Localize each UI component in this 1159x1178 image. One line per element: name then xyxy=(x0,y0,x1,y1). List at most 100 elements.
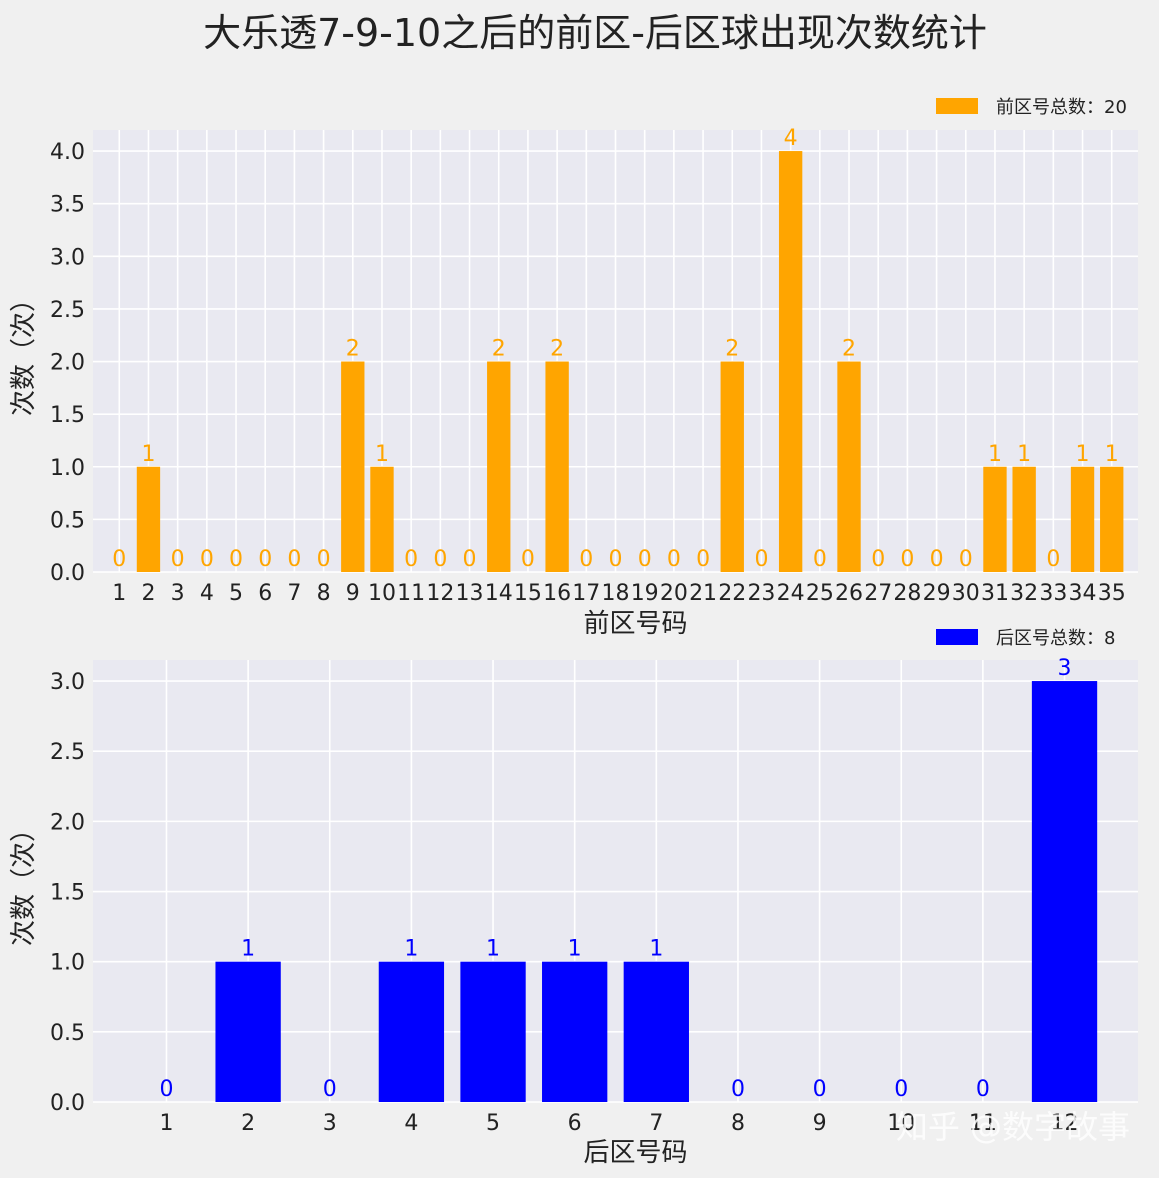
bar-value-label: 1 xyxy=(141,442,155,467)
x-tick-label: 10 xyxy=(887,1111,915,1136)
y-tick-label: 3.5 xyxy=(50,193,85,218)
y-tick-label: 3.0 xyxy=(50,670,85,695)
bar-value-label: 2 xyxy=(550,337,564,362)
bar xyxy=(837,361,861,572)
legend-swatch xyxy=(936,629,978,645)
legend-swatch xyxy=(936,98,978,114)
x-tick-label: 1 xyxy=(159,1111,173,1136)
bar xyxy=(378,961,445,1102)
bar xyxy=(778,151,803,573)
bar-value-label: 0 xyxy=(754,547,768,572)
back-zone-chart: 0.00.51.01.52.02.53.00112031415161708090… xyxy=(9,628,1138,1168)
y-tick-label: 0.5 xyxy=(50,1021,85,1046)
x-tick-label: 8 xyxy=(317,581,331,606)
x-tick-label: 28 xyxy=(893,581,921,606)
bar-value-label: 2 xyxy=(492,337,506,362)
bar-value-label: 0 xyxy=(404,547,418,572)
x-tick-label: 7 xyxy=(287,581,301,606)
x-tick-label: 6 xyxy=(568,1111,582,1136)
bar xyxy=(1100,466,1124,572)
x-tick-label: 12 xyxy=(426,581,454,606)
y-tick-label: 2.5 xyxy=(50,298,85,323)
x-tick-label: 4 xyxy=(404,1111,418,1136)
bar-value-label: 0 xyxy=(696,547,710,572)
bar-value-label: 0 xyxy=(159,1077,173,1102)
bar xyxy=(460,961,526,1102)
x-tick-label: 31 xyxy=(981,581,1009,606)
y-tick-label: 1.5 xyxy=(50,881,85,906)
bar-value-label: 3 xyxy=(1058,656,1072,681)
x-tick-label: 4 xyxy=(200,581,214,606)
bar-value-label: 0 xyxy=(323,1077,337,1102)
bar-value-label: 1 xyxy=(988,442,1002,467)
bar-value-label: 1 xyxy=(404,937,418,962)
bar-value-label: 0 xyxy=(200,547,214,572)
x-tick-label: 3 xyxy=(171,581,185,606)
x-tick-label: 29 xyxy=(923,581,951,606)
bar xyxy=(487,361,511,572)
bar-value-label: 0 xyxy=(813,1077,827,1102)
bar-value-label: 1 xyxy=(486,937,500,962)
bar-value-label: 0 xyxy=(317,547,331,572)
bar-value-label: 0 xyxy=(900,547,914,572)
y-tick-label: 3.0 xyxy=(50,245,85,270)
x-tick-label: 17 xyxy=(572,581,600,606)
y-tick-label: 0.0 xyxy=(50,561,85,586)
bar-value-label: 0 xyxy=(894,1077,908,1102)
x-axis-label: 前区号码 xyxy=(583,609,687,639)
watermark: 知乎 @数字故事 xyxy=(896,1108,1130,1146)
bar xyxy=(136,466,161,572)
bar-value-label: 1 xyxy=(1105,442,1119,467)
x-tick-label: 1 xyxy=(112,581,126,606)
x-tick-label: 20 xyxy=(660,581,688,606)
bar-value-label: 0 xyxy=(959,547,973,572)
x-tick-label: 16 xyxy=(543,581,571,606)
y-tick-label: 2.5 xyxy=(50,740,85,765)
x-tick-label: 14 xyxy=(485,581,513,606)
x-tick-label: 32 xyxy=(1010,581,1038,606)
bar-value-label: 2 xyxy=(725,337,739,362)
x-tick-label: 34 xyxy=(1069,581,1097,606)
bar-value-label: 0 xyxy=(433,547,447,572)
bar-value-label: 0 xyxy=(521,547,535,572)
legend-label: 前区号总数：20 xyxy=(996,97,1127,118)
bar-value-label: 0 xyxy=(171,547,185,572)
bar-value-label: 0 xyxy=(1046,547,1060,572)
bar-value-label: 0 xyxy=(976,1077,990,1102)
bar-value-label: 0 xyxy=(258,547,272,572)
bar-value-label: 0 xyxy=(463,547,477,572)
x-tick-label: 33 xyxy=(1039,581,1067,606)
x-tick-label: 19 xyxy=(631,581,659,606)
bar xyxy=(623,961,689,1102)
bar-value-label: 1 xyxy=(568,937,582,962)
x-tick-label: 5 xyxy=(486,1111,500,1136)
bar xyxy=(341,361,365,572)
y-tick-label: 0.5 xyxy=(50,508,85,533)
bar xyxy=(215,961,281,1102)
bar-value-label: 4 xyxy=(784,126,798,151)
bar xyxy=(720,361,744,572)
x-tick-label: 5 xyxy=(229,581,243,606)
x-tick-label: 15 xyxy=(514,581,542,606)
bar-value-label: 0 xyxy=(638,547,652,572)
bar-value-label: 0 xyxy=(579,547,593,572)
bar xyxy=(1070,466,1095,572)
x-tick-label: 11 xyxy=(397,581,425,606)
x-tick-label: 22 xyxy=(718,581,746,606)
x-tick-label: 9 xyxy=(813,1111,827,1136)
bar-value-label: 0 xyxy=(112,547,126,572)
bar-value-label: 1 xyxy=(649,937,663,962)
y-tick-label: 2.0 xyxy=(50,810,85,835)
x-axis-label: 后区号码 xyxy=(583,1138,687,1168)
x-tick-label: 25 xyxy=(806,581,834,606)
chart-title: 大乐透7-9-10之后的前区-后区球出现次数统计 xyxy=(203,11,987,55)
bar xyxy=(1012,466,1036,572)
bar-value-label: 0 xyxy=(731,1077,745,1102)
x-tick-label: 21 xyxy=(689,581,717,606)
y-tick-label: 4.0 xyxy=(50,140,85,165)
bar-value-label: 0 xyxy=(229,547,243,572)
x-tick-label: 8 xyxy=(731,1111,745,1136)
y-tick-label: 1.0 xyxy=(50,456,85,481)
